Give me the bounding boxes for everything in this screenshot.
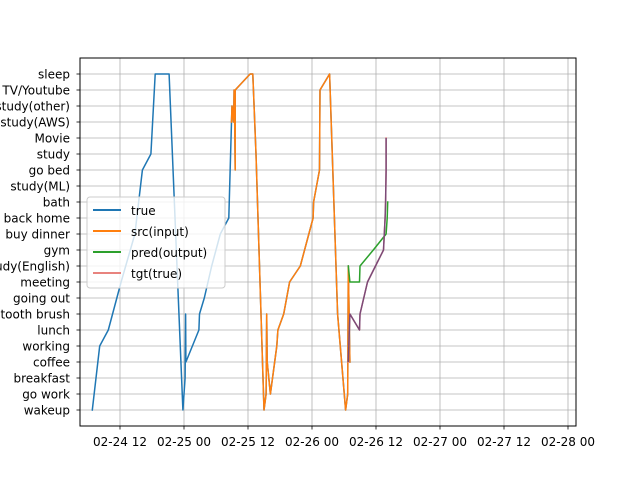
y-tick-label: back home: [4, 212, 70, 226]
y-tick-label: going out: [13, 292, 70, 306]
y-tick-label: meeting: [20, 276, 70, 290]
series-line-src: [230, 73, 351, 411]
series-layer: [91, 73, 389, 411]
x-tick-label: 02-27 12: [477, 435, 531, 449]
y-tick-label: buy dinner: [5, 228, 70, 242]
x-tick-label: 02-25 00: [157, 435, 211, 449]
series-line-tgt-overlap: [347, 138, 387, 363]
y-tick-label: study(ML): [10, 180, 70, 194]
x-tick-label: 02-24 12: [93, 435, 147, 449]
legend-label-pred: pred(output): [131, 246, 207, 260]
y-tick-label: breakfast: [13, 372, 70, 386]
y-tick-label: lunch: [37, 324, 70, 338]
y-tick-label: study(AWS): [0, 116, 70, 130]
x-tick-label: 02-28 00: [541, 435, 595, 449]
y-tick-label: wakeup: [24, 404, 70, 418]
legend-label-tgt: tgt(true): [131, 267, 182, 281]
y-tick-label: coffee: [33, 356, 70, 370]
x-tick-label: 02-26 00: [285, 435, 339, 449]
y-tick-label: working: [22, 340, 70, 354]
y-tick-label: TV/Youtube: [1, 84, 70, 98]
y-tick-label: go bed: [29, 164, 70, 178]
plot-area-frame: [79, 57, 577, 427]
x-tick-label: 02-27 00: [413, 435, 467, 449]
y-tick-label: study(other): [0, 100, 70, 114]
legend-label-src: src(input): [131, 225, 189, 239]
x-tick-label: 02-25 12: [221, 435, 275, 449]
x-axis-ticks: 02-24 12 02-25 00 02-25 12 02-26 00 02-26 12…: [93, 426, 595, 449]
y-tick-label: bath: [43, 196, 70, 210]
legend-label-true: true: [131, 204, 156, 218]
y-tick-label: gym: [44, 244, 70, 258]
y-axis-ticks: wakeup go work breakfast coffee working lunch…: [0, 68, 80, 418]
legend: true src(input) pred(output) tgt(true): [86, 196, 226, 289]
legend-box: [86, 196, 226, 289]
y-tick-label: study(English): [0, 260, 70, 274]
series-line-pred: [347, 201, 389, 283]
y-tick-label: sleep: [38, 68, 70, 82]
y-tick-label: go work: [22, 388, 70, 402]
y-tick-label: tooth brush: [0, 308, 70, 322]
x-tick-label: 02-26 12: [349, 435, 403, 449]
y-tick-label: Movie: [34, 132, 70, 146]
y-tick-label: study: [37, 148, 70, 162]
